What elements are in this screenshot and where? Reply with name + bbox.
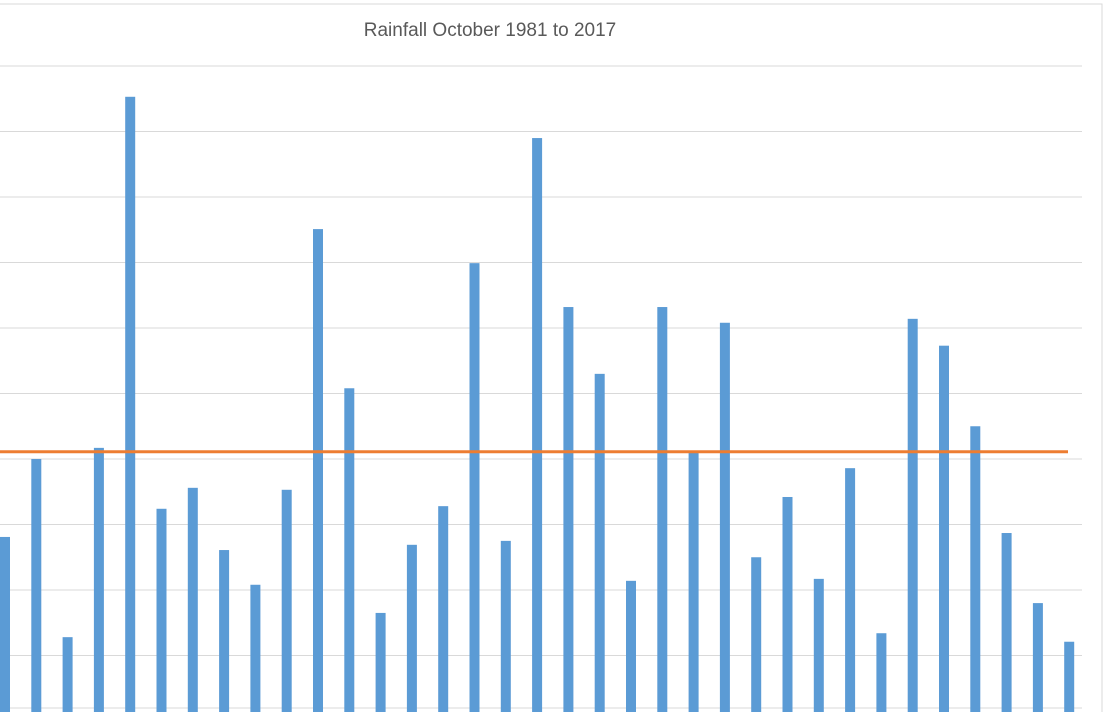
bar xyxy=(219,550,230,712)
bar xyxy=(93,447,104,712)
bar xyxy=(939,345,949,712)
bar xyxy=(657,307,668,712)
bar xyxy=(281,489,292,712)
bar xyxy=(31,459,42,712)
bar xyxy=(500,540,511,712)
bar xyxy=(1001,533,1012,712)
bar xyxy=(782,496,793,712)
bar xyxy=(344,388,355,712)
bar xyxy=(469,263,480,712)
bar xyxy=(1032,603,1043,712)
bar xyxy=(626,580,636,712)
chart-border xyxy=(0,3,1103,712)
bar xyxy=(845,468,856,712)
bar xyxy=(187,487,198,712)
bar xyxy=(563,307,574,712)
bar xyxy=(438,506,449,712)
bar xyxy=(907,318,918,712)
bar xyxy=(313,229,323,712)
bar xyxy=(406,544,417,712)
bar xyxy=(1064,641,1075,712)
bar xyxy=(688,451,699,712)
bar xyxy=(375,612,386,712)
bar xyxy=(156,508,167,712)
bar xyxy=(125,96,136,712)
bar xyxy=(62,637,73,712)
bar xyxy=(813,578,824,712)
bar xyxy=(250,584,261,712)
bar xyxy=(532,138,543,712)
bar xyxy=(970,426,981,712)
bar xyxy=(876,633,887,712)
bar xyxy=(594,373,605,712)
chart-title: Rainfall October 1981 to 2017 xyxy=(364,20,616,41)
bar xyxy=(751,557,762,712)
bar xyxy=(719,322,730,712)
bar xyxy=(0,536,10,712)
